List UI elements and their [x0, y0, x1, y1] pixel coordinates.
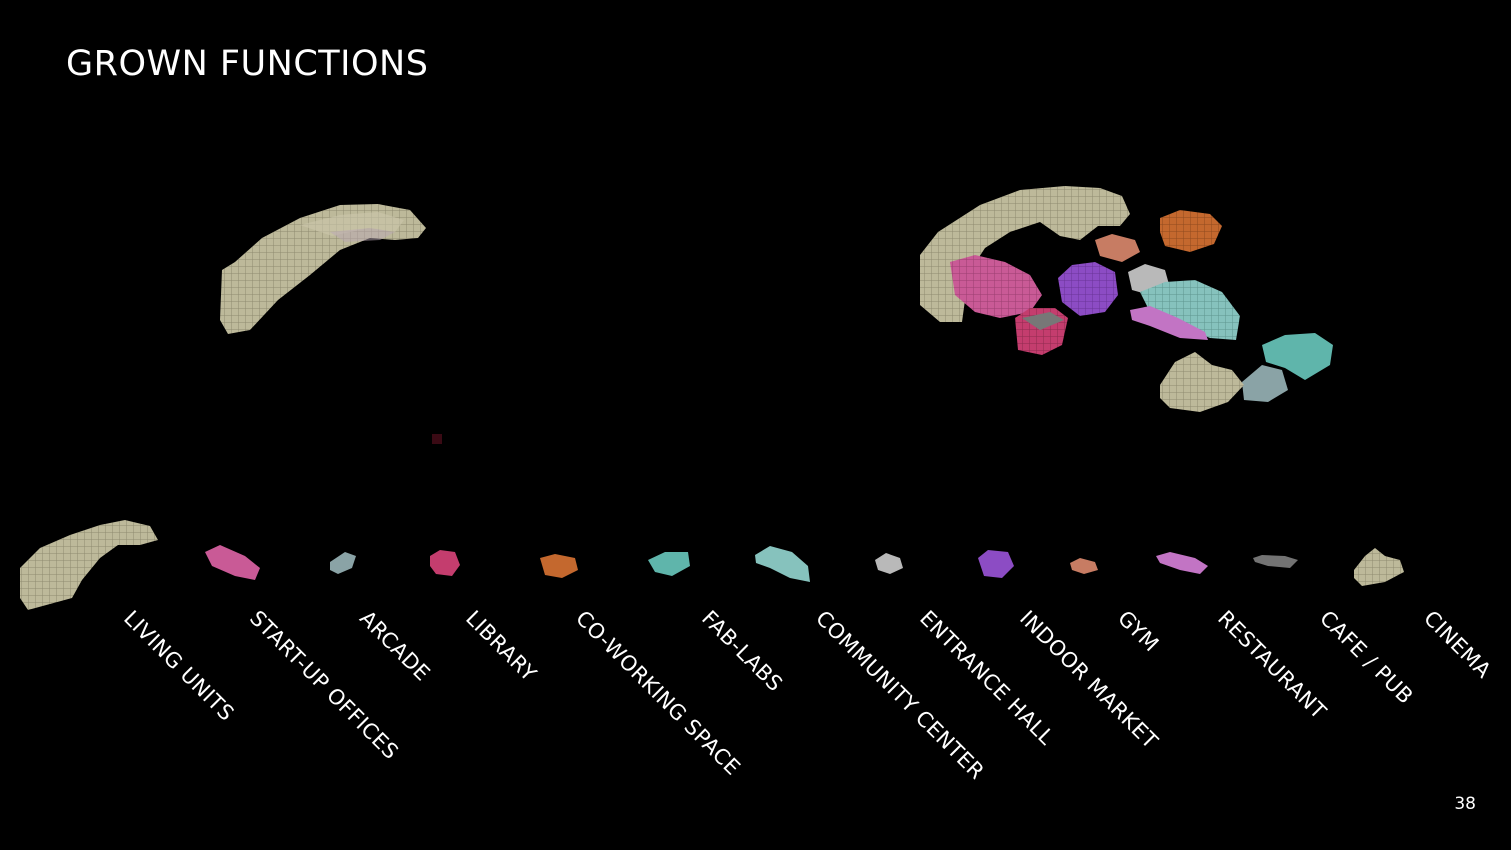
swatch-cafe-pub	[1253, 555, 1298, 568]
swatch-co-working	[540, 554, 578, 578]
swatch-fab-labs	[648, 552, 690, 576]
swatch-indoor-market	[978, 550, 1014, 578]
swatch-arcade	[330, 552, 356, 574]
legend-swatches	[20, 520, 1404, 610]
swatch-living-units	[20, 520, 158, 610]
grown-functions-assembly	[920, 186, 1333, 412]
swatch-start-up-offices	[205, 545, 260, 580]
library-speck	[432, 434, 442, 444]
swatch-entrance-hall	[875, 553, 903, 574]
swatch-restaurant	[1156, 552, 1208, 574]
swatch-cinema	[1354, 548, 1404, 586]
swatch-gym	[1070, 558, 1098, 574]
swatch-community-center	[755, 546, 810, 582]
swatch-library	[430, 550, 460, 576]
living-units-mass-left	[220, 204, 426, 334]
slide-title: GROWN FUNCTIONS	[66, 44, 429, 84]
page-number: 38	[1454, 794, 1476, 814]
